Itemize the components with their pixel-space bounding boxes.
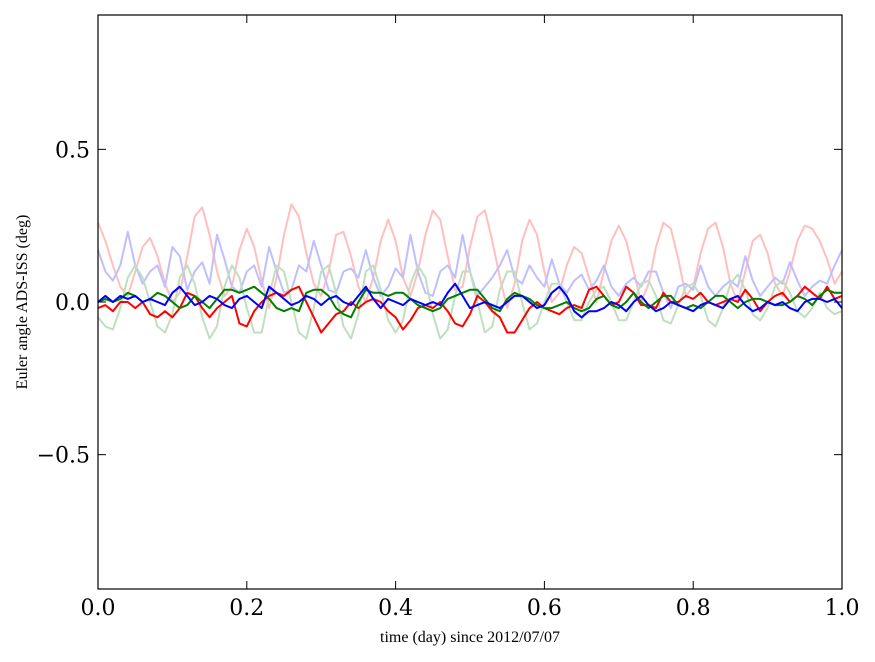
x-tick-label: 0.0 [81,596,116,621]
y-tick-label: −0.5 [37,444,90,469]
x-tick-label: 0.4 [378,596,413,621]
y-tick-label: 0.0 [55,291,90,316]
series-line-2 [97,264,843,340]
x-tick-label: 0.2 [229,596,264,621]
y-axis-label: Euler angle ADS-ISS (deg) [14,215,31,390]
x-axis-label: time (day) since 2012/07/07 [380,629,560,646]
series-line-5 [97,282,843,319]
series-line-3 [97,285,843,334]
x-tick-label: 1.0 [825,596,860,621]
y-tick-label: 0.5 [55,138,90,163]
ticks-layer: 0.0 0.2 0.4 0.6 0.8 1.0 −0.5 0.0 0.5 [37,15,860,621]
series-line-4 [97,285,842,319]
x-tick-label: 0.6 [527,596,562,621]
series-line-0 [97,203,843,310]
x-tick-label: 0.8 [676,596,711,621]
series-layer [97,203,843,340]
